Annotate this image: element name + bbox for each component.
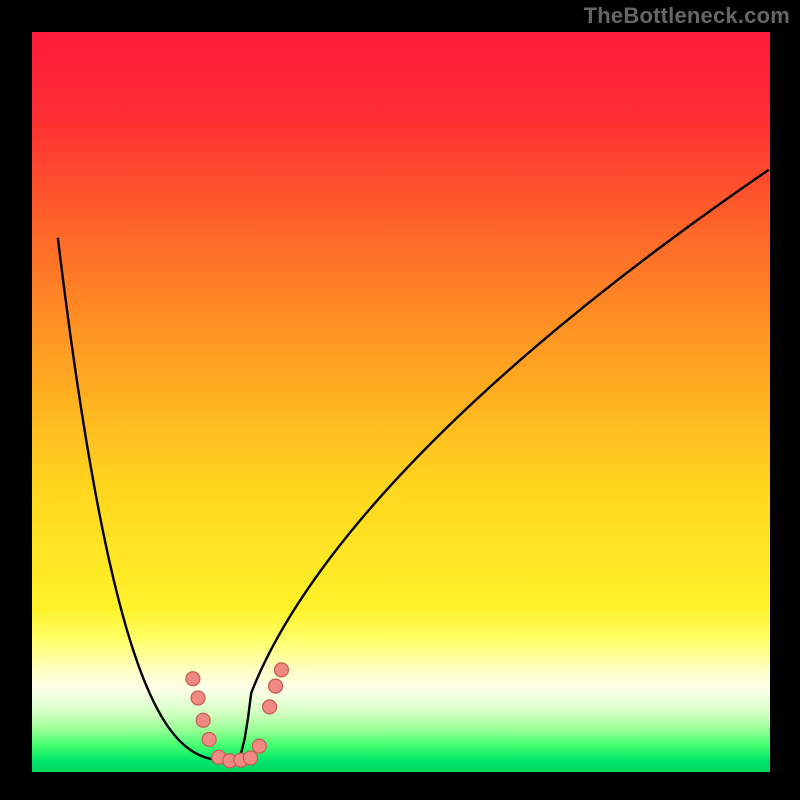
gradient-background [32,32,770,772]
watermark-text: TheBottleneck.com [584,3,790,29]
figure-root: TheBottleneck.com [0,0,800,800]
plot-area [32,32,770,772]
data-marker [196,713,210,727]
data-marker [202,732,216,746]
data-marker [243,751,257,765]
data-marker [191,691,205,705]
data-marker [186,672,200,686]
data-marker [252,739,266,753]
data-marker [269,679,283,693]
plot-svg [32,32,770,772]
data-marker [263,700,277,714]
data-marker [274,663,288,677]
